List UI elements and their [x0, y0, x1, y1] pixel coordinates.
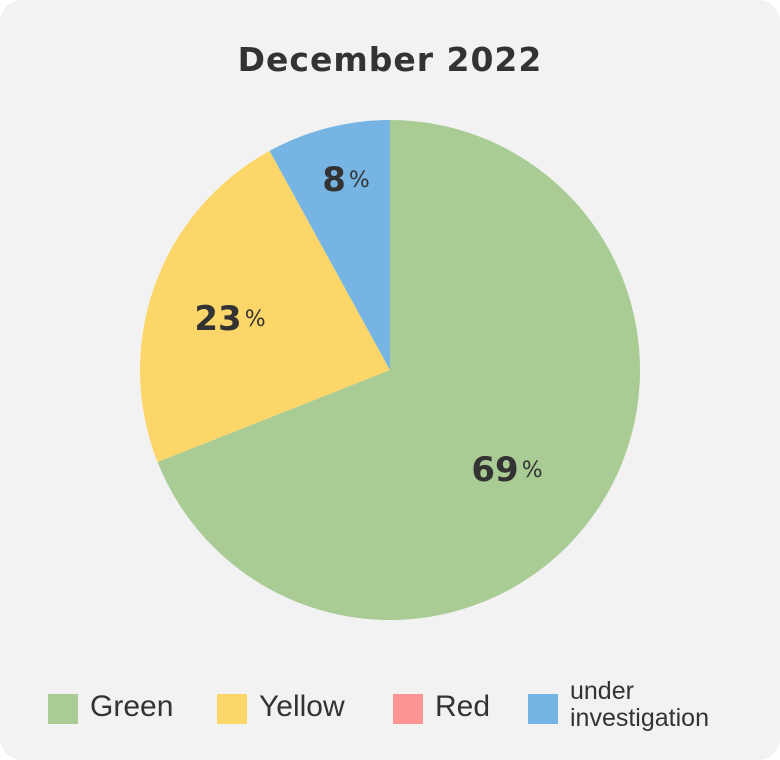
- data-label-green: 69%: [471, 450, 542, 490]
- legend-swatch-yellow: [217, 694, 247, 724]
- data-label-yellow: 23%: [194, 299, 265, 339]
- legend-label-red: Red: [435, 690, 491, 723]
- pie-slice-green: [157, 120, 641, 620]
- legend-swatch-green: [48, 694, 78, 724]
- legend-label-yellow: Yellow: [259, 690, 345, 723]
- data-label-under-investigation: 8%: [322, 160, 370, 200]
- chart-legend: Green Yellow Red under investigation: [0, 677, 780, 740]
- legend-swatch-red: [393, 694, 423, 724]
- chart-title: December 2022: [237, 40, 543, 79]
- legend-label-under-investigation: under investigation: [570, 677, 709, 732]
- pie-slice-yellow: [140, 150, 390, 463]
- pie-slice-under-investigation: [269, 120, 390, 370]
- legend-swatch-under-investigation: [528, 694, 558, 724]
- legend-label-green: Green: [90, 690, 174, 723]
